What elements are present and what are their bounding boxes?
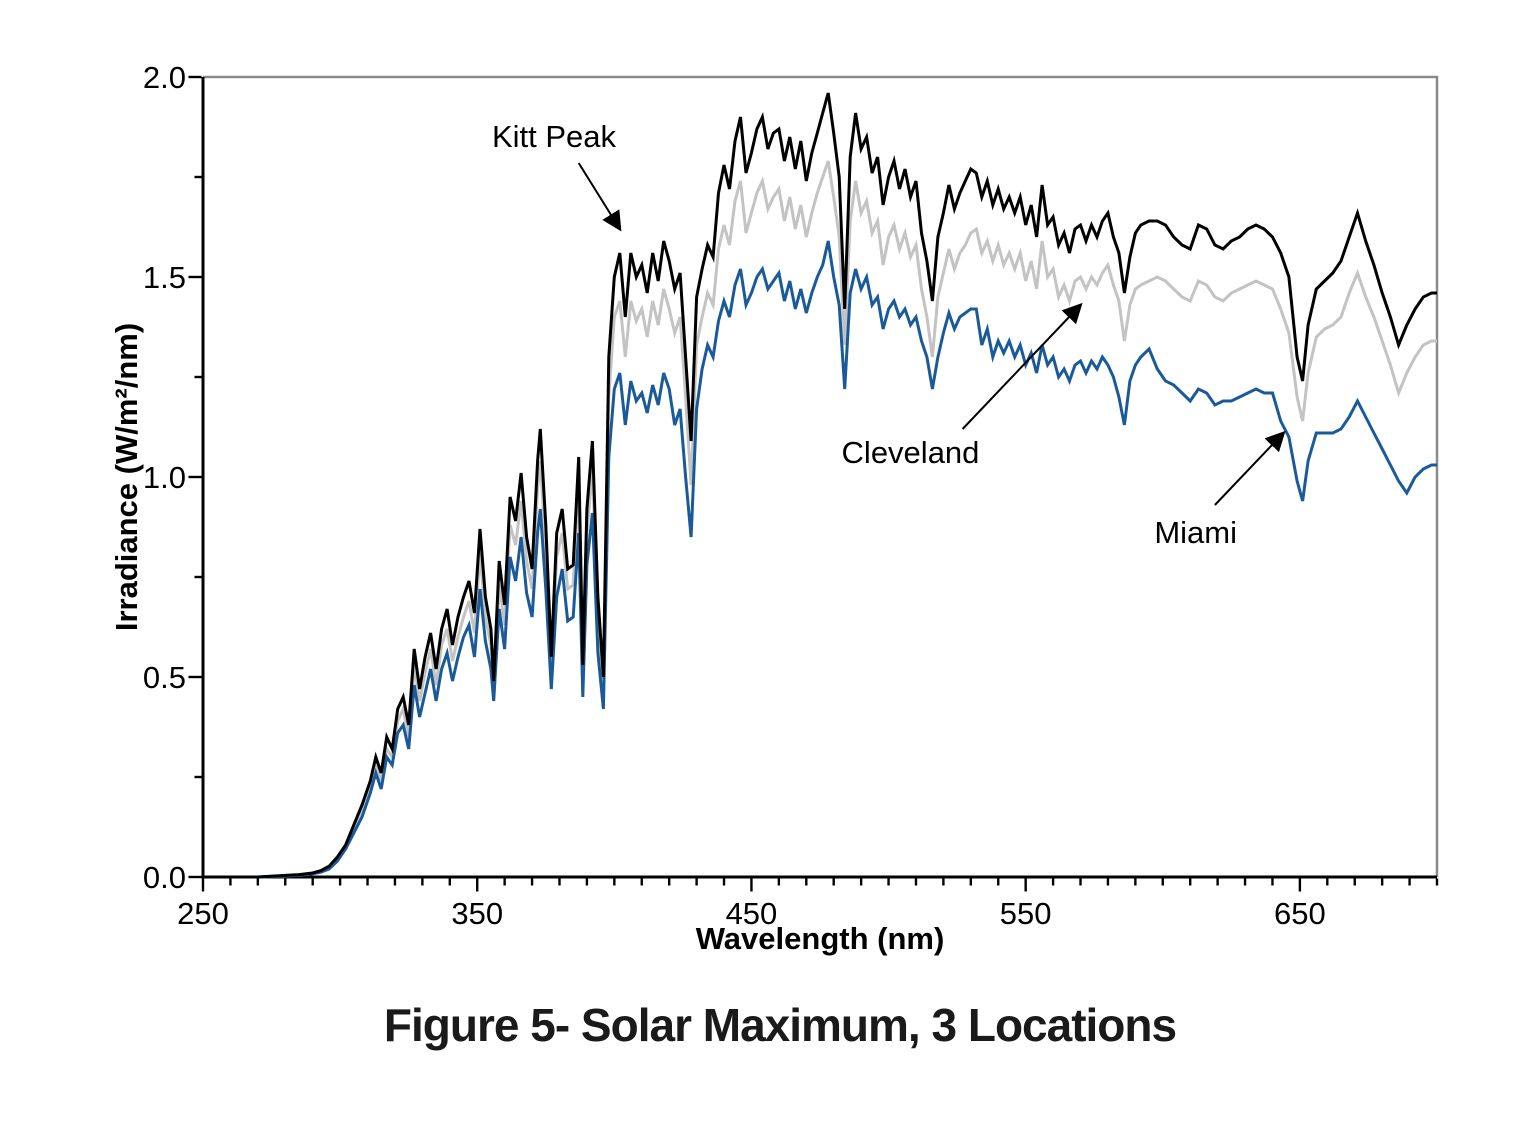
y-axis-title: Irradiance (W/m²/nm) <box>109 322 144 632</box>
y-tick-label: 0.5 <box>143 660 186 695</box>
annotation-label-miami: Miami <box>1154 515 1238 550</box>
axis-tick-labels: 250 350 450 550 650 0.0 0.5 1.0 1.5 2.0 <box>143 60 1326 931</box>
x-axis-title: Wavelength (nm) <box>695 921 945 956</box>
series-line-cleveland <box>203 160 1437 879</box>
series-lines <box>203 92 1437 879</box>
annotation-label-cleveland: Cleveland <box>841 435 980 470</box>
series-line-kitt-peak <box>203 92 1437 879</box>
axis-ticks <box>188 75 1439 892</box>
plot-frame <box>201 75 1439 879</box>
x-tick-label: 350 <box>451 896 503 931</box>
series-line-miami <box>203 240 1437 879</box>
annotation-arrow-cleveland <box>961 302 1083 430</box>
x-tick-label: 650 <box>1274 896 1326 931</box>
y-tick-label: 1.5 <box>143 260 186 295</box>
y-tick-label: 2.0 <box>143 60 186 95</box>
x-tick-label: 550 <box>1000 896 1052 931</box>
frame-top-right <box>203 75 1439 877</box>
y-tick-label: 0.0 <box>143 860 186 895</box>
x-tick-label: 250 <box>177 896 229 931</box>
annotation-arrow-miami <box>1214 430 1286 506</box>
annotation-arrows <box>577 162 1286 506</box>
annotation-arrow-kitt-peak <box>577 162 622 232</box>
x-tick-label: 450 <box>726 896 778 931</box>
y-tick-label: 1.0 <box>143 460 186 495</box>
annotation-label-kitt-peak: Kitt Peak <box>491 119 617 154</box>
figure-caption: Figure 5- Solar Maximum, 3 Locations <box>383 999 1177 1051</box>
